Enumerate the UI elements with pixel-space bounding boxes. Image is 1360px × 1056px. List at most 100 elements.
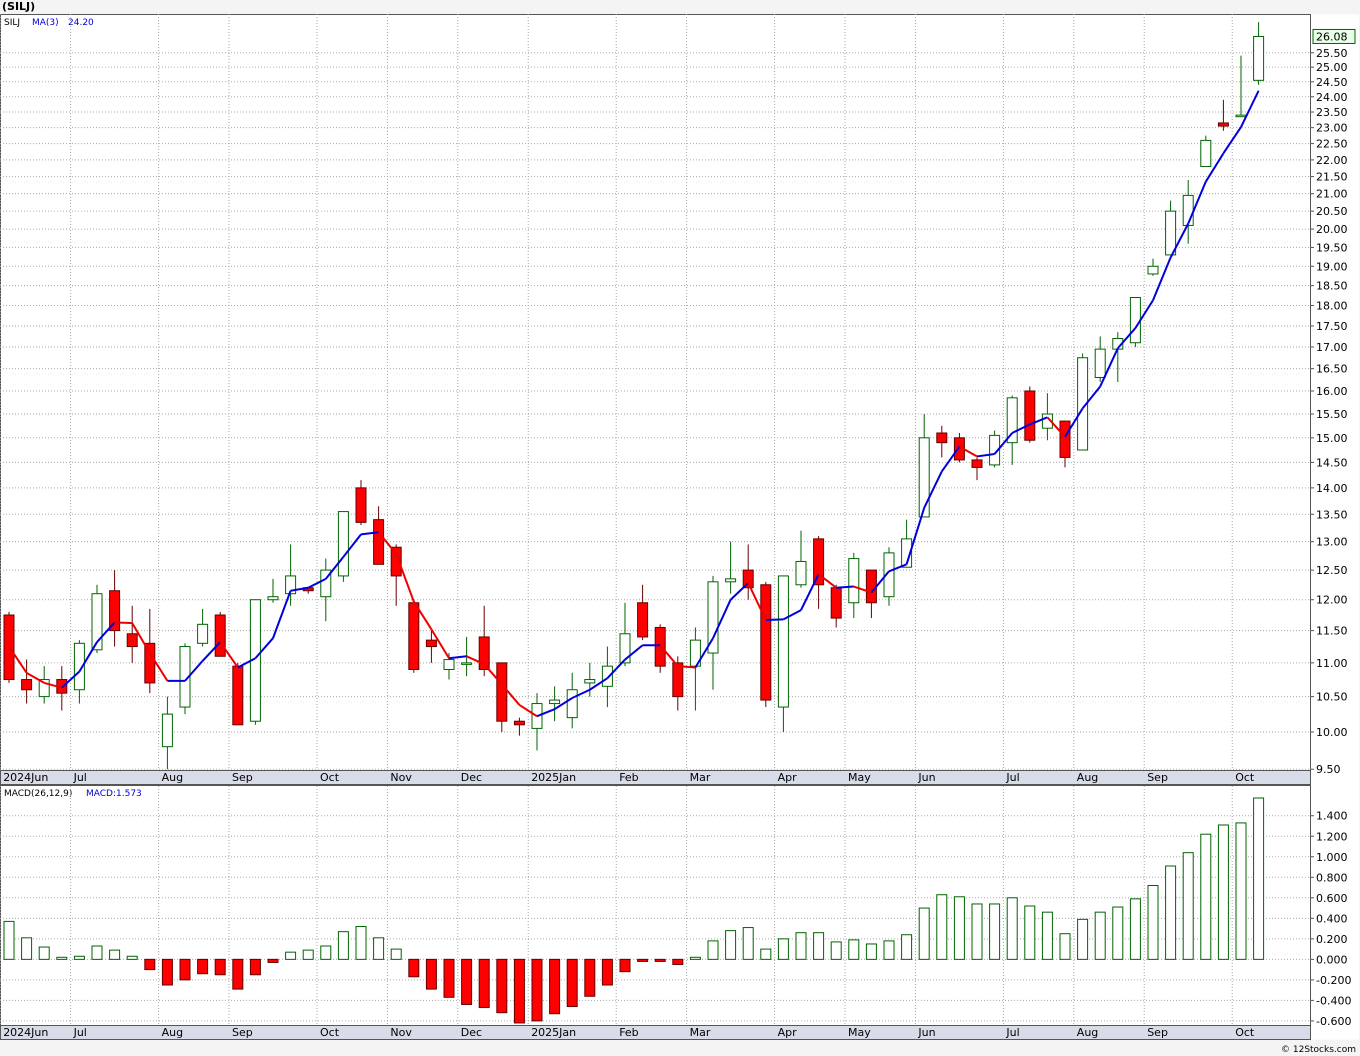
ma-segment <box>201 641 221 662</box>
macd-bar <box>654 958 666 962</box>
candle-body <box>848 558 860 604</box>
macd-bar <box>865 943 877 960</box>
macd-bar <box>461 958 473 1005</box>
x-tick-label: Jul <box>1005 771 1019 784</box>
macd-bar <box>1217 824 1229 960</box>
candle-body <box>179 646 191 708</box>
macd-bar <box>408 958 420 978</box>
y-tick-label: 11.50 <box>1316 625 1348 638</box>
ma-segment <box>483 663 503 685</box>
x-tick-label: Nov <box>390 771 412 784</box>
x-tick-label: May <box>848 1026 871 1039</box>
macd-bar <box>320 945 332 960</box>
macd-bar <box>848 939 860 960</box>
ma-segment <box>1099 347 1119 387</box>
y-tick-label: 0.800 <box>1316 871 1348 884</box>
candle-body <box>1077 357 1089 451</box>
y-tick-label: 1.200 <box>1316 830 1348 843</box>
candle-body <box>1129 296 1141 344</box>
candle-body <box>91 593 103 651</box>
ma-segment <box>360 531 379 536</box>
ma-segment <box>836 585 854 589</box>
macd-bar <box>21 937 33 960</box>
ma-segment <box>694 637 714 669</box>
ma-segment <box>976 452 995 458</box>
macd-bar <box>989 903 1001 960</box>
y-tick-label: 0.400 <box>1316 912 1348 925</box>
ma-segment <box>219 641 239 669</box>
y-tick-label: -0.400 <box>1316 994 1351 1007</box>
candle-body <box>390 546 402 577</box>
candle-body <box>126 633 138 648</box>
ma-segment <box>729 582 749 601</box>
macd-bar <box>1235 822 1247 960</box>
x-tick-label: Nov <box>390 1026 412 1039</box>
candle-body <box>601 665 613 687</box>
macd-bar <box>126 955 138 960</box>
candle-body <box>197 623 209 644</box>
x-tick-label: Dec <box>461 771 482 784</box>
ma-segment <box>712 599 732 639</box>
y-tick-label: -0.200 <box>1316 974 1351 987</box>
macd-panel <box>0 785 1311 1026</box>
ma-segment <box>923 471 943 509</box>
ma-segment <box>501 683 521 706</box>
y-tick-label: 23.50 <box>1316 106 1348 119</box>
date-strip <box>0 1025 1311 1040</box>
candle-body <box>619 633 631 664</box>
candle-body <box>1182 194 1194 226</box>
y-tick-label: 21.00 <box>1316 188 1348 201</box>
macd-bar <box>232 958 244 990</box>
y-tick-label: 18.00 <box>1316 300 1348 313</box>
candle-body <box>707 581 719 654</box>
candle-body <box>320 569 332 598</box>
macd-bar <box>549 958 561 1015</box>
y-tick-label: 10.00 <box>1316 726 1348 739</box>
y-tick-label: 18.50 <box>1316 280 1348 293</box>
ma-segment <box>1187 181 1207 225</box>
x-tick-label: Feb <box>619 1026 638 1039</box>
x-tick-label: 2024Jun <box>3 1026 48 1039</box>
macd-bar <box>302 949 314 960</box>
y-tick-label: 1.400 <box>1316 810 1348 823</box>
x-tick-label: Oct <box>320 1026 340 1039</box>
x-tick-label: Aug <box>162 771 183 784</box>
x-tick-label: Mar <box>690 771 711 784</box>
x-tick-label: Oct <box>1235 1026 1255 1039</box>
y-tick-label: 12.50 <box>1316 564 1348 577</box>
macd-bar <box>443 958 455 998</box>
x-tick-label: 2025Jan <box>531 771 576 784</box>
ma-segment <box>1011 423 1031 434</box>
ma-segment <box>184 660 204 682</box>
ma-segment <box>606 658 626 679</box>
y-tick-label: 9.50 <box>1316 763 1341 776</box>
x-tick-label: Jul <box>73 771 87 784</box>
macd-bar <box>496 958 508 1014</box>
macd-bar <box>1253 797 1265 960</box>
y-tick-label: 14.50 <box>1316 456 1348 469</box>
y-tick-label: 1.000 <box>1316 851 1348 864</box>
macd-bar <box>619 958 631 973</box>
ma-segment <box>958 445 978 458</box>
macd-bar <box>3 920 15 960</box>
candle-body <box>865 569 877 604</box>
macd-bar <box>214 958 226 976</box>
ma-segment <box>377 531 397 555</box>
ma-segment <box>677 665 696 669</box>
y-tick-label: 15.50 <box>1316 408 1348 421</box>
y-tick-label: 11.00 <box>1316 657 1348 670</box>
x-tick-label: Sep <box>232 1026 253 1039</box>
macd-bar <box>601 958 613 986</box>
macd-bar <box>936 894 948 960</box>
macd-bar <box>1147 884 1159 960</box>
macd-bar <box>197 958 209 975</box>
candle-body <box>73 642 85 691</box>
macd-bar <box>1182 852 1194 960</box>
macd-bar <box>566 958 578 1008</box>
candle-body <box>989 434 1001 466</box>
y-tick-label: 14.00 <box>1316 482 1348 495</box>
y-tick-label: 24.50 <box>1316 76 1348 89</box>
x-tick-label: May <box>848 771 871 784</box>
ma-segment <box>1081 385 1101 410</box>
candle-body <box>1024 390 1036 441</box>
